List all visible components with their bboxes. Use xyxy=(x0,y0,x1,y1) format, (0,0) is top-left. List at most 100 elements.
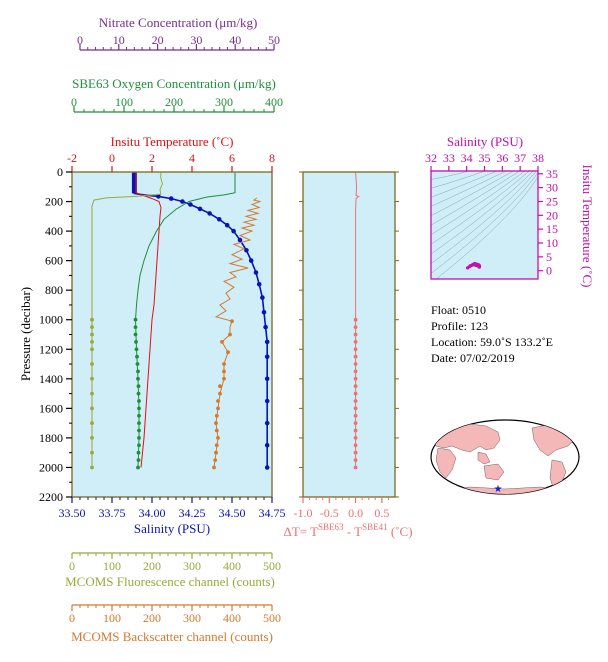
backscatter-sample-point xyxy=(220,340,224,344)
salinity-sample-point xyxy=(261,310,267,315)
ts-density-contour xyxy=(431,171,507,207)
oxygen-tick-label: 100 xyxy=(115,95,133,109)
fluorescence-axis-label: MCOMS Fluorescence channel (counts) xyxy=(65,574,275,589)
fluorescence-sample-point xyxy=(90,340,94,344)
ts-sample-point xyxy=(466,266,470,270)
salinity-sample-point xyxy=(168,196,174,201)
pressure-tick-label: 600 xyxy=(45,254,63,268)
ts-density-contour xyxy=(431,171,521,226)
oxygen-sample-point xyxy=(137,406,141,411)
fluorescence-sample-point xyxy=(90,317,94,322)
salinity-sample-point xyxy=(264,420,270,426)
pressure-tick-label: 2000 xyxy=(39,460,63,474)
salinity-sample-point xyxy=(264,376,270,382)
oxygen-sample-point xyxy=(136,450,141,455)
backscatter-sample-point xyxy=(222,376,226,381)
oxygen-sample-point xyxy=(133,332,138,337)
oxygen-tick-label: 400 xyxy=(265,95,283,109)
pressure-tick-label: 0 xyxy=(57,165,63,179)
ts-temperature-tick-label: 10 xyxy=(546,236,558,250)
ts-temperature-axis-label: Insitu Temperature (˚C) xyxy=(580,164,595,287)
nitrate-tick-label: 50 xyxy=(268,33,280,47)
backscatter-sample-point xyxy=(222,369,226,374)
temperature-profile-line xyxy=(135,172,162,468)
delta-t-sample-point xyxy=(353,369,358,374)
fluorescence-sample-point xyxy=(90,465,94,470)
ts-temperature-tick-label: 15 xyxy=(546,222,558,236)
backscatter-tick-label: 200 xyxy=(143,611,161,625)
delta-t-sample-point xyxy=(353,421,358,425)
ts-salinity-tick-label: 36 xyxy=(496,151,508,165)
ts-temperature-tick-label: 0 xyxy=(546,264,552,278)
oxygen-sample-point xyxy=(136,384,141,389)
oxygen-sample-point xyxy=(135,354,139,359)
delta-t-sample-point xyxy=(353,332,358,337)
pressure-axis-label: Pressure (decibar) xyxy=(18,287,33,381)
oxygen-sample-point xyxy=(137,399,141,403)
float-id: Float: 0510 xyxy=(431,303,486,317)
delta-t-sample-point xyxy=(353,406,358,411)
temperature-tick-label: 6 xyxy=(229,151,235,165)
backscatter-sample-point xyxy=(228,332,232,337)
profile-number: Profile: 123 xyxy=(431,319,488,333)
ts-salinity-tick-label: 34 xyxy=(461,151,473,165)
salinity-sample-point xyxy=(253,270,259,275)
backscatter-tick-label: 500 xyxy=(263,611,281,625)
oxygen-sample-point xyxy=(134,340,138,344)
salinity-sample-point xyxy=(264,465,270,470)
backscatter-tick-label: 400 xyxy=(223,611,241,625)
delta-t-sample-point xyxy=(353,376,358,381)
fluorescence-tick-label: 500 xyxy=(263,559,281,573)
salinity-sample-point xyxy=(197,206,203,212)
backscatter-sample-point xyxy=(212,465,216,470)
backscatter-sample-point xyxy=(226,350,230,355)
ts-density-contour xyxy=(431,171,526,236)
pressure-tick-label: 1600 xyxy=(39,401,63,415)
fluorescence-sample-point xyxy=(90,325,94,329)
salinity-sample-point xyxy=(207,211,212,216)
ts-sample-point xyxy=(477,265,481,269)
delta-t-sample-point xyxy=(353,347,358,352)
fluorescence-tick-label: 100 xyxy=(103,559,121,573)
delta-t-sample-point xyxy=(353,384,358,389)
float-location-marker: ★ xyxy=(494,484,503,495)
backscatter-sample-point xyxy=(214,413,219,418)
ts-temperature-tick-label: 5 xyxy=(546,250,552,264)
ts-density-contour xyxy=(431,171,534,255)
oxygen-sample-point xyxy=(137,413,141,418)
ts-density-contour xyxy=(431,171,537,264)
temperature-tick-label: 4 xyxy=(189,151,195,165)
ts-salinity-tick-label: 32 xyxy=(425,151,437,165)
oxygen-sample-point xyxy=(136,391,141,396)
salinity-sample-point xyxy=(248,258,254,263)
salinity-sample-point xyxy=(264,354,270,360)
nitrate-axis: Nitrate Concentration (μm/kg) 0 10 20 30 40 5… xyxy=(77,15,280,51)
delta-t-sample-point xyxy=(353,362,358,366)
delta-t-sample-point xyxy=(353,443,358,448)
delta-t-sample-point xyxy=(353,340,358,344)
pressure-tick-label: 2200 xyxy=(39,490,63,504)
ts-salinity-tick-label: 33 xyxy=(443,151,455,165)
ts-density-contour xyxy=(431,171,530,245)
pressure-tick-label: 1400 xyxy=(39,372,63,386)
ts-temperature-tick-label: 35 xyxy=(546,167,558,181)
nitrate-tick-label: 40 xyxy=(229,33,241,47)
backscatter-axis-label: MCOMS Backscatter channel (counts) xyxy=(71,629,273,644)
fluorescence-sample-point xyxy=(90,362,94,366)
backscatter-sample-point xyxy=(213,458,218,462)
ts-salinity-tick-label: 35 xyxy=(479,151,491,165)
delta-t-tick-label: 0.0 xyxy=(348,506,363,520)
salinity-sample-point xyxy=(244,248,249,253)
oxygen-sample-point xyxy=(134,347,139,352)
salinity-tick-label: 34.75 xyxy=(259,506,286,520)
delta-t-tick-label: 0.5 xyxy=(374,506,389,520)
pressure-tick-label: 400 xyxy=(45,224,63,238)
oxygen-axis: SBE63 Oxygen Concentration (μm/kg) 0 100 2… xyxy=(71,76,283,113)
delta-t-axis-label: ΔT= TSBE63 - TSBE41 (˚C) xyxy=(283,522,412,539)
oxygen-tick-label: 200 xyxy=(165,95,183,109)
salinity-tick-label: 34.00 xyxy=(139,506,166,520)
delta-t-sample-point xyxy=(353,450,358,455)
ts-temperature-tick-label: 25 xyxy=(546,194,558,208)
temperature-tick-label: 8 xyxy=(269,151,275,165)
